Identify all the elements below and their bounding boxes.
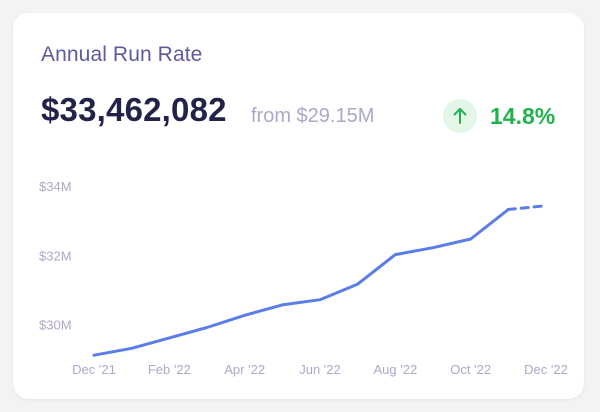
y-tick-label: $32M <box>39 248 72 263</box>
arr-value: $33,462,082 <box>41 91 227 128</box>
projected-series-line <box>506 204 548 211</box>
change-percentage: 14.8% <box>490 103 556 129</box>
x-tick-label: Jun '22 <box>299 362 341 377</box>
x-tick-label: Feb '22 <box>148 362 191 377</box>
y-tick-label: $30M <box>39 318 72 333</box>
x-tick-label: Apr '22 <box>224 362 265 377</box>
card-title: Annual Run Rate <box>41 43 203 66</box>
x-tick-label: Oct '22 <box>450 362 491 377</box>
x-tick-label: Dec '21 <box>72 362 116 377</box>
y-tick-label: $34M <box>39 179 72 194</box>
arr-card: Annual Run Rate $33,462,082 from $29.15M… <box>13 13 584 399</box>
x-tick-label: Aug '22 <box>373 362 417 377</box>
run-rate-line-chart: $30M $32M $34M Dec '21 Feb '22 Apr '22 Jun '22… <box>39 179 568 377</box>
arrow-up-icon <box>443 99 477 133</box>
previous-value: from $29.15M <box>251 105 375 127</box>
series-line <box>92 208 510 357</box>
x-tick-label: Dec '22 <box>524 362 568 377</box>
